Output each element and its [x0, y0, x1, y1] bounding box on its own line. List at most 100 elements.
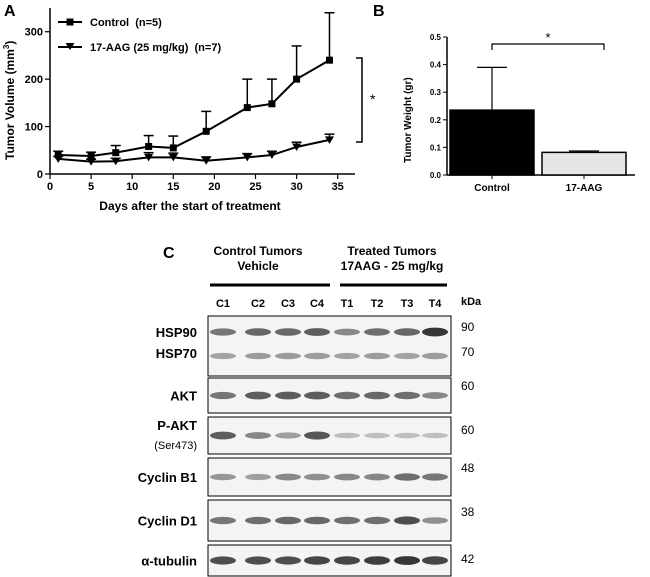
x-tick-label-a: 10 — [126, 181, 138, 193]
band — [210, 431, 236, 440]
data-point — [325, 56, 333, 64]
band — [394, 473, 420, 481]
y-tick-label-b: 0.1 — [430, 143, 442, 152]
kda-header: kDa — [461, 296, 482, 308]
data-point — [169, 144, 177, 152]
protein-label: AKT — [170, 389, 197, 404]
band — [275, 352, 301, 360]
data-point — [53, 155, 63, 163]
band — [364, 391, 390, 400]
band — [394, 391, 420, 400]
y-axis-label-b: Tumor Weight (gr) — [403, 77, 414, 163]
bar-17-aag — [541, 151, 627, 176]
significance-bracket-b — [491, 43, 605, 50]
lane-label-c3: C3 — [281, 298, 295, 310]
legend-marker-treated — [65, 43, 75, 50]
legend-marker-control — [66, 18, 74, 26]
band — [394, 516, 420, 525]
band — [245, 516, 271, 525]
data-point — [144, 153, 154, 162]
legend-label-control: Control (n=5) — [90, 17, 162, 29]
band — [304, 328, 330, 336]
lane-label-c2: C2 — [251, 298, 265, 310]
category-label-b: Control — [474, 183, 510, 194]
band — [422, 327, 448, 337]
band — [394, 352, 420, 360]
blot-row--tubulin: α-tubulin 42 — [141, 544, 475, 577]
lane-label-t4: T4 — [429, 298, 443, 310]
category-label-b: 17-AAG — [566, 183, 603, 194]
band — [245, 328, 271, 336]
significance-bracket-a — [356, 57, 363, 143]
blot-row-akt: AKT 60 — [170, 377, 475, 414]
blot-row-cyclin-d1: Cyclin D1 38 — [138, 499, 475, 542]
data-point — [168, 153, 178, 162]
band — [245, 432, 271, 439]
band — [275, 328, 301, 336]
band — [210, 328, 236, 336]
lane-label-t3: T3 — [401, 298, 414, 310]
y-tick-label-b: 0.0 — [430, 171, 442, 180]
data-point — [243, 104, 251, 112]
band — [275, 556, 301, 565]
band — [245, 473, 271, 481]
western-blot-panel: Control Tumors Vehicle Treated Tumors 17… — [138, 244, 482, 577]
protein-label: P-AKT — [157, 418, 197, 433]
panel-label-b: B — [373, 3, 385, 20]
band — [304, 352, 330, 360]
band — [334, 432, 360, 439]
data-point — [324, 136, 334, 144]
x-tick-label-a: 30 — [290, 181, 302, 193]
group-label-control-line2: Vehicle — [237, 259, 279, 273]
data-point — [242, 153, 252, 162]
data-point — [87, 152, 95, 160]
line-chart-a: 0 5 10 15 20 25 30 35 0 100 200 300 Tumor Volume (m… — [2, 8, 376, 213]
y-tick-label-a: 0 — [37, 169, 43, 181]
blot-row-hsp90: HSP90 HSP70 90 70 — [156, 315, 475, 377]
data-point — [86, 158, 96, 166]
kda-value: 42 — [461, 552, 475, 566]
data-point — [293, 75, 301, 83]
band — [334, 516, 360, 525]
kda-value: 48 — [461, 461, 475, 475]
band — [210, 556, 236, 565]
band — [364, 473, 390, 481]
group-label-control-line1: Control Tumors — [213, 244, 302, 258]
panel-label-a: A — [4, 3, 16, 20]
band — [210, 473, 236, 481]
x-tick-label-a: 15 — [167, 181, 179, 193]
protein-label: Cyclin D1 — [138, 514, 197, 529]
group-label-treated-line1: Treated Tumors — [347, 244, 436, 258]
significance-star-b: * — [545, 30, 550, 45]
lane-label-t1: T1 — [341, 298, 354, 310]
y-tick-label-b: 0.5 — [430, 33, 442, 42]
band — [334, 556, 360, 565]
blot-box — [207, 315, 452, 377]
band — [275, 473, 301, 481]
band — [364, 352, 390, 360]
band — [422, 473, 448, 481]
band — [422, 517, 448, 524]
x-tick-label-a: 25 — [249, 181, 261, 193]
x-tick-label-a: 35 — [332, 181, 344, 193]
group-label-treated-line2: 17AAG - 25 mg/kg — [341, 259, 444, 273]
band — [275, 432, 301, 439]
band — [364, 432, 390, 439]
y-tick-label-a: 200 — [25, 74, 43, 86]
protein-label: HSP70 — [156, 346, 197, 361]
bar-chart-b: 0.0 0.1 0.2 0.3 0.4 0.5 Control 17-AAG Tumor W… — [403, 30, 635, 194]
lane-label-t2: T2 — [371, 298, 384, 310]
bar-control — [449, 109, 535, 176]
y-axis-label-a: Tumor Volume (mm3) — [2, 41, 17, 160]
band — [275, 391, 301, 400]
series-control — [53, 11, 335, 160]
series-line — [58, 59, 330, 157]
data-point — [202, 127, 210, 135]
band — [210, 352, 236, 360]
band — [334, 391, 360, 400]
kda-value: 60 — [461, 423, 475, 437]
protein-sublabel: (Ser473) — [154, 440, 197, 452]
protein-label: Cyclin B1 — [138, 470, 197, 485]
band — [364, 516, 390, 525]
lane-label-c1: C1 — [216, 298, 230, 310]
